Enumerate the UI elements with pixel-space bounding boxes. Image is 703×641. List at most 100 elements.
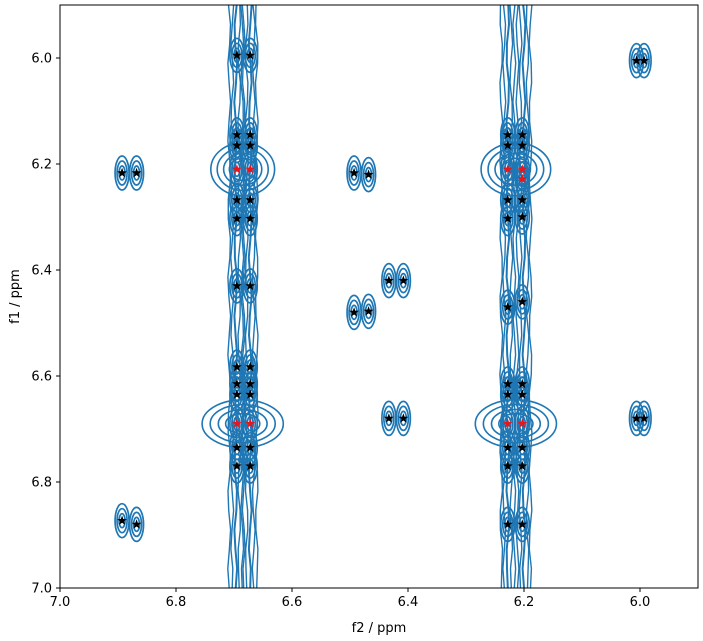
peak-contour: [246, 161, 255, 178]
peak-contour: [246, 359, 255, 375]
y-tick-label: 6.0: [31, 52, 52, 67]
peak-contour: [233, 359, 241, 375]
black-peak-marker: [517, 194, 528, 205]
x-tick-label: 6.8: [166, 595, 187, 610]
peak-contour: [364, 303, 373, 320]
peak-contour: [246, 47, 255, 64]
black-peak-marker: [117, 167, 127, 178]
peak-contour: [231, 156, 243, 183]
peak-contour: [132, 165, 141, 181]
peak-contour: [501, 205, 514, 232]
black-peak-marker: [631, 55, 642, 65]
streak-contour: [240, 5, 245, 588]
red-peak-marker: [502, 418, 513, 428]
black-peak-marker: [245, 460, 256, 471]
peak-contour: [397, 267, 410, 294]
streak-contour: [499, 5, 504, 588]
black-peak-marker: [232, 213, 242, 223]
peak-contour: [231, 273, 243, 299]
peak-contour: [128, 155, 145, 191]
black-peak-marker: [639, 413, 649, 423]
peak-contour: [518, 209, 527, 225]
y-tick-label: 6.4: [31, 264, 52, 279]
x-tick-label: 6.2: [514, 595, 535, 610]
plot-frame: [59, 4, 699, 589]
red-peak-marker: [245, 164, 256, 174]
black-peak-marker: [517, 211, 528, 222]
streak-contour: [227, 5, 232, 588]
black-peak-marker: [502, 442, 513, 452]
black-peak-marker: [245, 361, 256, 372]
peak-contour: [640, 52, 648, 69]
black-peak-marker: [502, 519, 513, 529]
black-peak-marker: [245, 50, 256, 60]
x-axis-label: f2 / ppm: [352, 621, 407, 636]
black-peak-marker: [131, 167, 142, 178]
black-peak-marker: [517, 140, 528, 150]
peak-contour: [246, 210, 255, 227]
streak-contour: [505, 5, 511, 588]
red-peak-marker: [517, 418, 528, 428]
peak-contour: [518, 516, 527, 533]
peak-contour: [640, 410, 648, 427]
x-tick-label: 7.0: [50, 595, 71, 610]
streak-contour: [233, 5, 239, 588]
black-peak-marker: [232, 361, 242, 372]
peak-contour: [503, 458, 512, 474]
peak-contour: [231, 453, 243, 479]
black-peak-marker: [232, 50, 242, 60]
black-peak-marker: [245, 389, 256, 399]
peak-contour: [362, 298, 375, 325]
black-peak-marker: [232, 140, 242, 150]
peak-contour: [128, 506, 145, 543]
peak-contour: [350, 165, 358, 181]
peak-contour: [242, 151, 259, 188]
contour-layer: [114, 5, 652, 588]
y-axis: 6.0 6.2 6.4 6.6 6.8 7.0: [31, 52, 60, 597]
red-peak-marker: [232, 418, 242, 428]
peak-contour: [518, 386, 527, 403]
black-peak-marker: [245, 213, 256, 223]
peak-contour: [130, 511, 143, 538]
black-peak-marker: [639, 55, 649, 65]
streak-contour: [518, 5, 523, 588]
black-peak-marker: [232, 129, 242, 140]
black-peak-marker: [245, 140, 256, 150]
peak-contour: [514, 506, 531, 543]
black-peak-marker: [349, 167, 359, 178]
black-peak-marker: [245, 194, 256, 205]
y-tick-label: 6.2: [31, 158, 52, 173]
peak-contour: [118, 165, 126, 181]
peak-contour: [246, 458, 255, 474]
black-peak-marker: [517, 442, 528, 452]
black-peak-marker: [502, 129, 513, 140]
black-peak-marker: [117, 515, 127, 525]
peak-contour: [244, 273, 257, 299]
black-peak-marker: [363, 306, 374, 316]
black-peak-marker: [517, 389, 528, 399]
black-peak-marker: [517, 378, 528, 389]
black-peak-marker: [245, 378, 256, 389]
peak-contour: [397, 405, 410, 432]
peak-contour: [116, 507, 128, 534]
peak-contour: [362, 161, 375, 188]
peak-contour: [231, 205, 243, 232]
black-peak-marker: [517, 460, 528, 471]
y-axis-label: f1 / ppm: [8, 269, 23, 324]
peak-contour: [383, 405, 395, 432]
black-peak-marker: [383, 275, 394, 285]
peak-contour: [364, 166, 373, 183]
peak-contour: [132, 516, 141, 533]
peak-contour: [348, 160, 360, 186]
peak-contour: [503, 210, 512, 227]
black-peak-marker: [502, 213, 513, 223]
red-peak-marker: [517, 164, 528, 174]
peak-contour: [518, 458, 527, 474]
peak-contour: [518, 170, 527, 187]
streak-contour: [247, 5, 253, 588]
peak-contour: [350, 304, 358, 321]
peak-contour: [514, 283, 531, 320]
black-peak-marker: [232, 442, 242, 452]
peak-contour: [395, 400, 412, 437]
